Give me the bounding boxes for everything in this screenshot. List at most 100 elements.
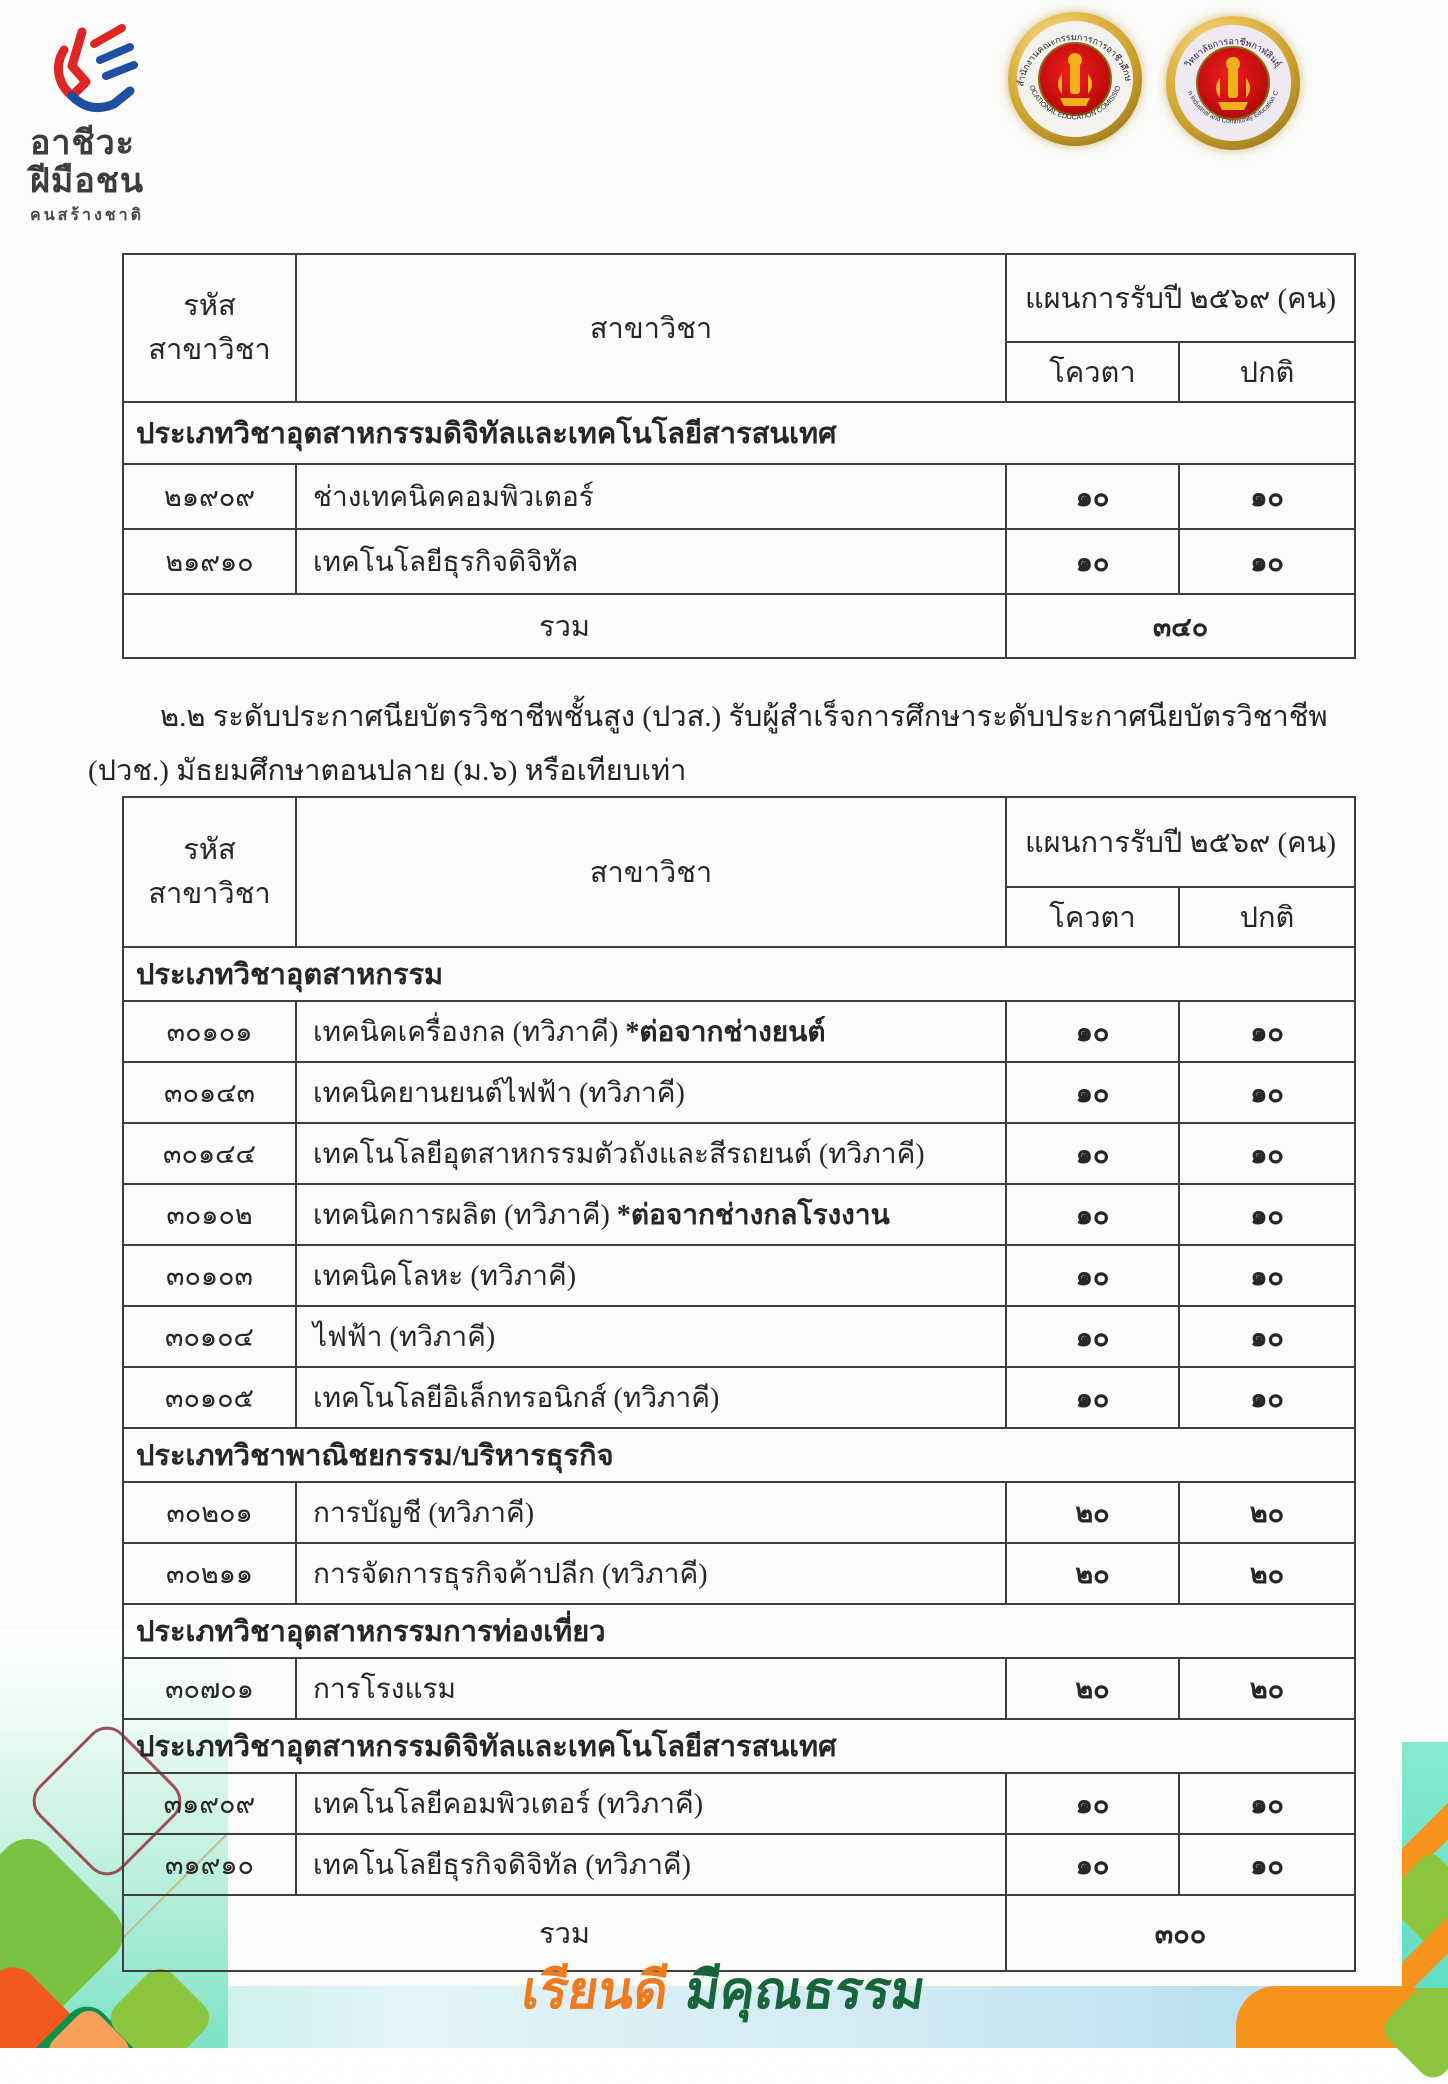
table-row: ๒๑๙๐๙ ช่างเทคนิคคอมพิวเตอร์ ๑๐ ๑๐ [122,463,1357,530]
header-plan: แผนการรับปี ๒๕๖๙ (คน) [1004,253,1357,343]
major-name: การจัดการธุรกิจค้าปลีก (ทวิภาคี) [313,1558,708,1590]
code-cell: ๓๐๑๐๔ [122,1305,297,1368]
table-row: ๓๐๑๐๓ เทคนิคโลหะ (ทวิภาคี) ๑๐ ๑๐ [122,1244,1357,1307]
category-label: ประเภทวิชาพาณิชยกรรม/บริหารธุรกิจ [121,1427,1357,1483]
regular-cell: ๑๐ [1177,1366,1357,1429]
major-cell: เทคโนโลยีธุรกิจดิจิทัล [295,528,1007,595]
table-row: ๓๐๑๔๔ เทคโนโลยีอุตสาหกรรมตัวถังและสีรถยนต… [122,1122,1357,1185]
header-code: รหัส สาขาวิชา [122,796,297,948]
total-row: รวม ๓๔๐ [122,593,1357,659]
code-cell: ๓๐๑๐๓ [122,1244,297,1307]
regular-cell: ๑๐ [1177,1833,1357,1896]
major-cell: เทคโนโลยีอุตสาหกรรมตัวถังและสีรถยนต์ (ทว… [295,1122,1007,1185]
logo-text-line2: ฝีมือชน [30,162,145,200]
regular-cell: ๑๐ [1177,1122,1357,1185]
table-row: ๒๑๙๑๐ เทคโนโลยีธุรกิจดิจิทัล ๑๐ ๑๐ [122,528,1357,595]
quota-cell: ๑๐ [1005,1772,1180,1835]
quota-cell: ๑๐ [1005,1366,1180,1429]
regular-cell: ๑๐ [1177,1772,1357,1835]
table-row: ๓๐๒๑๑ การจัดการธุรกิจค้าปลีก (ทวิภาคี) ๒๐๒… [122,1542,1357,1605]
major-name: เทคนิคเครื่องกล (ทวิภาคี) [313,1016,626,1048]
code-cell: ๓๐๑๔๔ [122,1122,297,1185]
regular-cell: ๑๐ [1177,528,1357,595]
vocational-commission-seal: สำนักงานคณะกรรมการการอาชีวศึกษา VOCATION… [1008,12,1142,146]
regular-cell: ๒๐ [1177,1542,1357,1605]
major-name: เทคโนโลยีอิเล็กทรอนิกส์ (ทวิภาคี) [313,1382,720,1414]
major-cell: การจัดการธุรกิจค้าปลีก (ทวิภาคี) [295,1542,1007,1605]
header-code-line2: สาขาวิชา [148,878,271,910]
quota-cell: ๑๐ [1005,528,1180,595]
motto-part2: มีคุณธรรม [681,1962,930,2020]
quota-cell: ๑๐ [1005,1244,1180,1307]
quota-cell: ๑๐ [1005,1000,1180,1063]
section-row: ประเภทวิชาอุตสาหกรรมการท่องเที่ยว [121,1603,1357,1659]
major-note: *ต่อจากช่างกลโรงงาน [616,1199,890,1231]
table-row: ๓๑๙๐๙ เทคโนโลยีคอมพิวเตอร์ (ทวิภาคี) ๑๐ ๑๐ [122,1772,1357,1835]
table-row: ๓๐๑๐๔ ไฟฟ้า (ทวิภาคี) ๑๐ ๑๐ [122,1305,1357,1368]
regular-cell: ๒๐ [1177,1481,1357,1544]
code-cell: ๓๑๙๑๐ [122,1833,297,1896]
major-cell: ไฟฟ้า (ทวิภาคี) [295,1305,1007,1368]
header-regular: ปกติ [1177,886,1357,948]
major-note: *ต่อจากช่างยนต์ [625,1016,826,1048]
quota-cell: ๒๐ [1005,1481,1180,1544]
code-cell: ๓๐๒๑๑ [122,1542,297,1605]
code-cell: ๓๐๒๐๑ [122,1481,297,1544]
table-row: ๓๐๑๔๓ เทคนิคยานยนต์ไฟฟ้า (ทวิภาคี) ๑๐ ๑๐ [122,1061,1357,1124]
regular-cell: ๑๐ [1177,1000,1357,1063]
regular-cell: ๑๐ [1177,463,1357,530]
category-label: ประเภทวิชาอุตสาหกรรมการท่องเที่ยว [121,1603,1357,1659]
major-cell: เทคนิคยานยนต์ไฟฟ้า (ทวิภาคี) [295,1061,1007,1124]
regular-cell: ๒๐ [1177,1657,1357,1720]
code-cell: ๓๑๙๐๙ [122,1772,297,1835]
major-name: เทคนิคโลหะ (ทวิภาคี) [313,1260,577,1292]
major-name: เทคโนโลยีธุรกิจดิจิทัล (ทวิภาคี) [313,1849,691,1881]
admission-table-pvs: รหัส สาขาวิชา สาขาวิชา แผนการรับปี ๒๕๖๙ … [121,796,1357,1972]
major-name: ช่างเทคนิคคอมพิวเตอร์ [313,481,594,513]
major-cell: เทคนิคโลหะ (ทวิภาคี) [295,1244,1007,1307]
regular-cell: ๑๐ [1177,1244,1357,1307]
bottom-band [0,1986,1448,2048]
quota-cell: ๒๐ [1005,1542,1180,1605]
quota-cell: ๑๐ [1005,1833,1180,1896]
major-cell: เทคโนโลยีคอมพิวเตอร์ (ทวิภาคี) [295,1772,1007,1835]
regular-cell: ๑๐ [1177,1305,1357,1368]
table-row: ๓๐๑๐๑ เทคนิคเครื่องกล (ทวิภาคี) *ต่อจากช่… [122,1000,1357,1063]
category-label: ประเภทวิชาอุตสาหกรรม [121,946,1357,1002]
header-code-line2: สาขาวิชา [148,334,271,366]
section-row: ประเภทวิชาอุตสาหกรรมดิจิทัลและเทคโนโลยีส… [121,1718,1357,1774]
code-cell: ๒๑๙๑๐ [122,528,297,595]
table-row: ๓๐๑๐๕ เทคโนโลยีอิเล็กทรอนิกส์ (ทวิภาคี) ๑๐… [122,1366,1357,1429]
motto-part1: เรียนดี [518,1962,673,2020]
table-row: ๓๐๑๐๒ เทคนิคการผลิต (ทวิภาคี) *ต่อจากช่าง… [122,1183,1357,1246]
section-row: ประเภทวิชาพาณิชยกรรม/บริหารธุรกิจ [121,1427,1357,1483]
section-row: ประเภทวิชาอุตสาหกรรม [121,946,1357,1002]
total-label: รวม [122,1894,1007,1972]
major-name: เทคนิคยานยนต์ไฟฟ้า (ทวิภาคี) [313,1077,685,1109]
code-cell: ๒๑๙๐๙ [122,463,297,530]
major-name: เทคโนโลยีอุตสาหกรรมตัวถังและสีรถยนต์ (ทว… [313,1138,925,1170]
major-name: ไฟฟ้า (ทวิภาคี) [313,1321,496,1353]
major-cell: เทคโนโลยีธุรกิจดิจิทัล (ทวิภาคี) [295,1833,1007,1896]
header-code-line1: รหัส [183,290,236,322]
vocational-logo: อาชีวะ ฝีมือชน คนสร้างชาติ [30,14,200,228]
paragraph-line1: ๒.๒ ระดับประกาศนียบัตรวิชาชีพชั้นสูง (ปว… [160,701,1328,733]
hand-check-icon [53,24,138,113]
header-quota: โควตา [1005,886,1180,948]
major-name: เทคนิคการผลิต (ทวิภาคี) [313,1199,617,1231]
quota-cell: ๑๐ [1005,463,1180,530]
paragraph-line2: (ปวช.) มัธยมศึกษาตอนปลาย (ม.๖) หรือเทียบ… [88,755,687,787]
header-code: รหัส สาขาวิชา [122,253,297,403]
major-name: เทคโนโลยีคอมพิวเตอร์ (ทวิภาคี) [313,1788,704,1820]
college-seal: วิทยาลัยการอาชีพกาฬสินธุ์ Kalasin Indust… [1166,16,1300,150]
logo-text-line1: อาชีวะ [30,124,135,162]
major-name: การบัญชี (ทวิภาคี) [313,1497,535,1529]
table-row: ๓๐๗๐๑ การโรงแรม ๒๐ ๒๐ [122,1657,1357,1720]
major-name: การโรงแรม [313,1673,457,1705]
total-label: รวม [122,593,1007,659]
seal-art: วิทยาลัยการอาชีพกาฬสินธุ์ Kalasin Indust… [1166,16,1284,125]
major-cell: การบัญชี (ทวิภาคี) [295,1481,1007,1544]
quota-cell: ๑๐ [1005,1305,1180,1368]
header-quota: โควตา [1005,341,1180,403]
logo-text-line3: คนสร้างชาติ [30,207,145,224]
